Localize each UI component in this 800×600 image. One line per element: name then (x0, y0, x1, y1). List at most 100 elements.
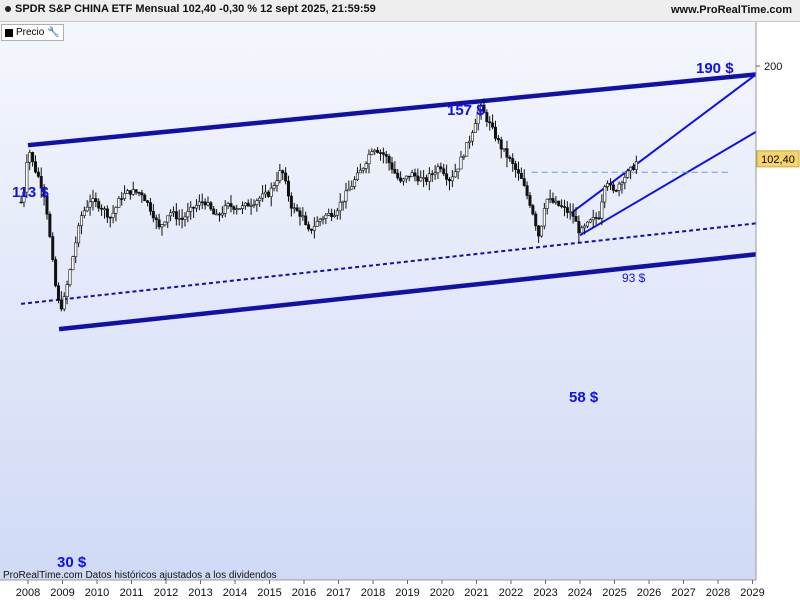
candle-body (370, 151, 374, 155)
candle-body (45, 195, 49, 215)
x-tick-label: 2027 (671, 587, 695, 599)
candle-body (620, 182, 624, 185)
price-legend[interactable]: Precio 🔧 (1, 24, 64, 41)
candle-body (189, 206, 193, 212)
candle-body (292, 207, 296, 210)
candle-body (200, 201, 204, 204)
annotations: 113 $ 157 $ 190 $ 58 $ 30 $ 93 $ (12, 60, 734, 571)
candle-body (554, 200, 558, 203)
candle-body (583, 225, 587, 229)
candle-body (571, 211, 575, 217)
candle-body (588, 219, 592, 223)
x-tick-label: 2021 (464, 587, 488, 599)
trend-line-short-term-lower (579, 124, 767, 237)
y-axis-panel (756, 22, 800, 600)
candle-body (102, 208, 106, 211)
candle-body (163, 221, 167, 226)
candle-body (284, 172, 288, 182)
candle-body (387, 155, 391, 164)
candle-body (220, 213, 224, 216)
candle-body (148, 202, 152, 212)
candle-body (100, 207, 104, 210)
candle-body (309, 228, 313, 231)
candle-body (194, 204, 198, 209)
candle-body (413, 172, 417, 177)
annotation-190-label: 190 $ (696, 60, 734, 77)
last-price-label: 102,40 (761, 154, 795, 166)
candle-body (614, 190, 618, 192)
candle-body (407, 175, 411, 178)
candle-body (114, 207, 118, 214)
candle-body (355, 172, 359, 180)
wrench-icon[interactable]: 🔧 (47, 27, 60, 38)
last-price-tag (756, 150, 800, 168)
candle-body (117, 198, 121, 208)
candle-body (445, 173, 449, 180)
candle-body (298, 210, 302, 217)
candle-body (272, 185, 276, 189)
x-tick-label: 2022 (499, 587, 523, 599)
candle-body (54, 259, 58, 287)
header-left: SPDR S&P CHINA ETF Mensual 102,40 -0,30 … (5, 3, 376, 15)
candle-body (419, 177, 423, 182)
footer-source: ProRealTime.com (3, 570, 83, 581)
x-tick-label: 2008 (16, 587, 40, 599)
candle-body (315, 221, 319, 227)
x-tick-label: 2011 (120, 587, 144, 599)
candle-body (335, 210, 339, 216)
candle-body (177, 217, 181, 220)
chart-footer: ProRealTime.com Datos históricos ajustad… (3, 570, 277, 581)
candle-body (514, 163, 518, 170)
candle-body (353, 179, 357, 187)
header-site[interactable]: www.ProRealTime.com (670, 4, 792, 16)
candle-body (367, 154, 371, 165)
candle-body (128, 190, 132, 195)
trend-line-upper-channel (27, 70, 770, 148)
x-tick-label: 2010 (85, 587, 109, 599)
candle-body (629, 166, 633, 172)
candle-body (591, 217, 595, 221)
y-tick-label: 200 (764, 61, 782, 73)
x-tick-label: 2013 (188, 587, 212, 599)
candle-body (537, 225, 541, 237)
candle-body (39, 176, 43, 189)
candle-body (120, 198, 124, 200)
candle-body (301, 215, 305, 218)
candle-body (146, 200, 150, 203)
legend-label: Precio (16, 27, 45, 38)
candle-body (542, 208, 546, 227)
candle-body (223, 205, 227, 214)
x-tick-label: 2017 (326, 587, 350, 599)
candle-body (528, 195, 532, 206)
candle-body (482, 104, 486, 113)
candle-body (450, 176, 454, 182)
candle-body (243, 202, 247, 207)
candle-body (468, 140, 472, 143)
candle-body (499, 139, 503, 150)
candle-body (65, 284, 69, 297)
x-tick-label: 2016 (292, 587, 316, 599)
candle-body (91, 198, 95, 203)
x-tick-label: 2025 (602, 587, 626, 599)
candle-body (473, 123, 477, 133)
candle-body (321, 217, 325, 220)
candle-body (462, 155, 466, 158)
candle-body (212, 208, 216, 215)
x-tick-label: 2009 (50, 587, 74, 599)
candle-body (255, 200, 259, 205)
x-tick-label: 2015 (257, 587, 281, 599)
candle-body (361, 168, 365, 171)
candle-body (485, 112, 489, 123)
candle-body (338, 201, 342, 212)
x-tick-label: 2026 (637, 587, 661, 599)
candle-body (143, 194, 147, 202)
candle-body (111, 213, 115, 218)
candle-body (192, 206, 196, 209)
candle-body (551, 198, 555, 203)
price-chart[interactable]: 113 $ 157 $ 190 $ 58 $ 30 $ 93 $ 2008 2009 2010… (0, 22, 800, 600)
chart-header: SPDR S&P CHINA ETF Mensual 102,40 -0,30 … (0, 0, 800, 22)
candle-body (62, 296, 66, 310)
candle-body (358, 169, 362, 174)
candle-body (399, 177, 403, 182)
candle-body (278, 170, 282, 182)
